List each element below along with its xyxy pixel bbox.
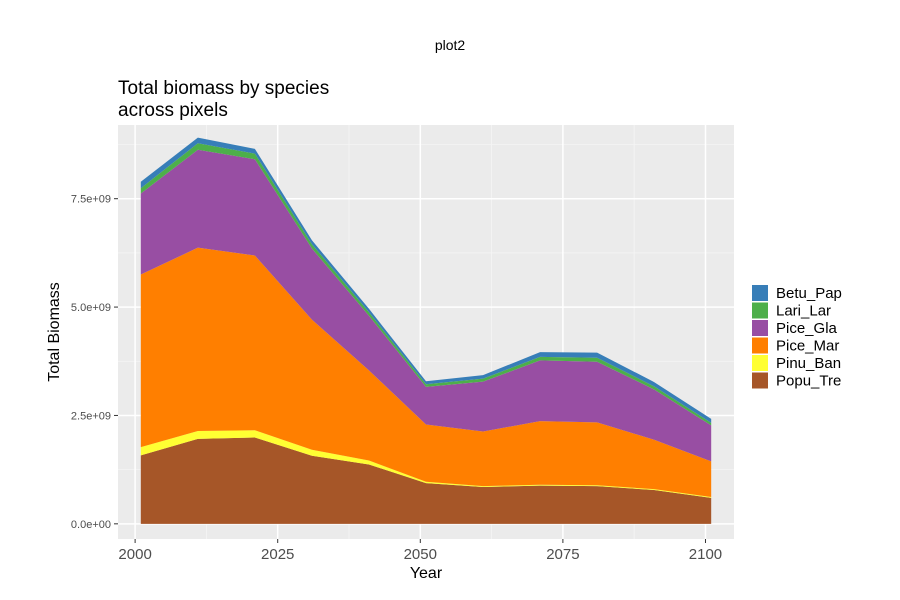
x-tick-label: 2100 (689, 546, 722, 563)
chart-title-line-1: Total biomass by species (118, 78, 329, 99)
y-tick-label: 7.5e+09 (71, 194, 111, 206)
x-tick-label: 2000 (118, 546, 151, 563)
y-axis-label: Total Biomass (46, 282, 63, 382)
axes: 2000 2025 2050 2075 2100 0.0e+00 2.5e+09 5.0e+0… (71, 194, 722, 563)
area-popu-tre (140, 437, 712, 524)
y-tick-label: 2.5e+09 (71, 410, 111, 422)
legend-key-betu-pap (752, 285, 768, 301)
x-axis-label: Year (410, 565, 443, 582)
x-tick-label: 2050 (404, 546, 437, 563)
x-tick-label: 2025 (261, 546, 294, 563)
legend-key-pice-mar (752, 337, 768, 354)
legend-label-pice-gla: Pice_Gla (776, 320, 838, 337)
legend-key-lari-lar (752, 302, 768, 319)
chart-title-line-2: across pixels (118, 100, 228, 121)
x-tick-label: 2075 (546, 546, 579, 563)
legend-label-popu-tre: Popu_Tre (776, 373, 841, 390)
area-pice-gla (140, 149, 712, 462)
area-pinu-ban (140, 430, 712, 498)
area-series (140, 137, 712, 524)
legend: Betu_PapLari_LarPice_GlaPice_MarPinu_Ban… (752, 285, 842, 390)
legend-label-betu-pap: Betu_Pap (776, 285, 842, 302)
y-tick-label: 0.0e+00 (71, 519, 111, 531)
legend-label-pinu-ban: Pinu_Ban (776, 355, 841, 372)
legend-key-pinu-ban (752, 355, 768, 371)
y-tick-label: 5.0e+09 (71, 302, 111, 314)
page-title: plot2 (435, 37, 466, 53)
legend-label-pice-mar: Pice_Mar (776, 338, 839, 355)
legend-label-lari-lar: Lari_Lar (776, 303, 831, 320)
legend-key-popu-tre (752, 372, 768, 389)
area-pice-mar (140, 247, 712, 497)
legend-key-pice-gla (752, 320, 768, 336)
